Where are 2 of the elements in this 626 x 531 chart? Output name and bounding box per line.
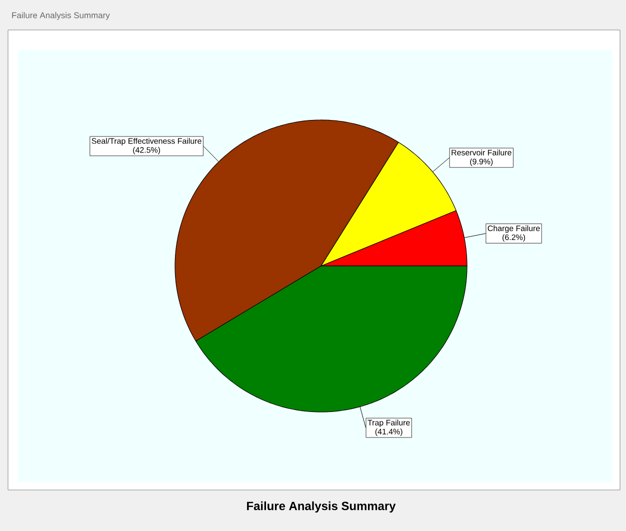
- text: Failure Analysis Summary: [247, 501, 396, 513]
- text: Failure Analysis Summary: [12, 12, 110, 20]
